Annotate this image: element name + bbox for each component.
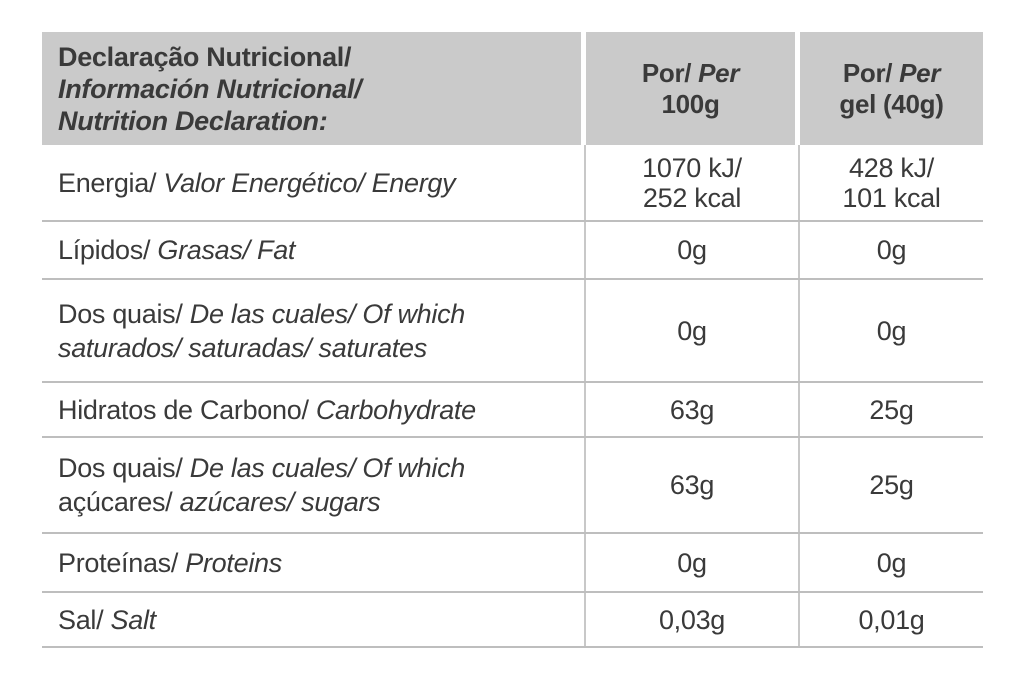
header-title-line-seg: Nutrition Declaration:	[58, 105, 328, 136]
value-per-gel-energy-line: 101 kcal	[842, 182, 941, 213]
nutrient-label-saturates: Dos quais/ De las cuales/ Of which satura…	[42, 280, 584, 381]
nutrient-label-line: saturados/ saturadas/ saturates	[58, 331, 574, 365]
nutrient-label-line-seg: Grasas/ Fat	[157, 235, 296, 265]
nutrient-label-line: Sal/ Salt	[58, 603, 574, 637]
value-per-100g-fat-line: 0g	[677, 235, 707, 265]
header-title-line: Declaração Nutricional/	[58, 41, 581, 73]
header-title: Declaração Nutricional/Información Nutri…	[42, 32, 581, 145]
nutrient-label-line-seg: açúcares/	[58, 487, 180, 517]
value-per-100g-energy-line: 1070 kJ/	[642, 152, 742, 183]
nutrient-label-sugars: Dos quais/ De las cuales/ Of which açúcar…	[42, 438, 584, 532]
value-per-gel-saturates: 0g	[798, 280, 983, 381]
nutrient-label-line: Proteínas/ Proteins	[58, 546, 574, 580]
nutrient-label-line: açúcares/ azúcares/ sugars	[58, 485, 574, 519]
header-title-line: Información Nutricional/	[58, 73, 581, 105]
nutrient-label-line-seg: azúcares/ sugars	[179, 487, 381, 517]
table-row-energy: Energia/ Valor Energético/ Energy 1070 kJ…	[42, 145, 983, 222]
table-row-saturates: Dos quais/ De las cuales/ Of which satura…	[42, 280, 983, 383]
nutrient-label-line: Dos quais/ De las cuales/ Of which	[58, 451, 574, 485]
header-title-line: Nutrition Declaration:	[58, 105, 581, 137]
value-per-100g-salt: 0,03g	[584, 593, 798, 646]
header-col-per-gel: Por/ Per gel (40g)	[800, 32, 983, 145]
table-row-salt: Sal/ Salt 0,03g 0,01g	[42, 593, 983, 648]
value-per-gel-carbohydrate: 25g	[798, 383, 983, 436]
nutrient-label-energy: Energia/ Valor Energético/ Energy	[42, 145, 584, 220]
table-header: Declaração Nutricional/Información Nutri…	[42, 32, 983, 145]
nutrient-label-fat: Lípidos/ Grasas/ Fat	[42, 222, 584, 278]
table-body: Energia/ Valor Energético/ Energy 1070 kJ…	[42, 145, 983, 648]
value-per-gel-energy-line: 428 kJ/	[849, 152, 934, 183]
nutrient-label-line-seg: Proteínas/	[58, 547, 186, 578]
header-col-line-seg: gel (40g)	[839, 88, 944, 119]
header-col-line-seg: Per	[698, 57, 740, 88]
nutrient-label-line-seg: Salt	[110, 604, 157, 635]
nutrient-label-line-seg: Sal/	[58, 604, 111, 635]
header-title-line-seg: Información Nutricional/	[58, 73, 362, 104]
value-per-gel-salt-line: 0,01g	[858, 604, 925, 635]
header-col-line-seg: 100g	[661, 88, 720, 119]
value-per-100g-carbohydrate: 63g	[584, 383, 798, 436]
value-per-100g-saturates: 0g	[584, 280, 798, 381]
header-col-line: gel (40g)	[839, 88, 944, 120]
nutrient-label-line-seg: Dos quais/	[58, 453, 190, 483]
nutrient-label-line-seg: De las cuales/ Of which	[189, 453, 466, 483]
nutrition-table: Declaração Nutricional/Información Nutri…	[42, 32, 983, 648]
header-col-line: 100g	[661, 89, 719, 120]
table-row-sugars: Dos quais/ De las cuales/ Of which açúcar…	[42, 438, 983, 534]
value-per-100g-salt-line: 0,03g	[658, 604, 726, 635]
nutrient-label-line: Lípidos/ Grasas/ Fat	[58, 233, 574, 267]
header-col-line: Por/ Per	[641, 57, 740, 89]
table-row-carbohydrate: Hidratos de Carbono/ Carbohydrate 63g 25g	[42, 383, 983, 438]
nutrient-label-line-seg: Dos quais/	[58, 298, 190, 329]
nutrient-label-line-seg: Proteins	[185, 547, 282, 578]
header-col-line-seg: Por/	[641, 57, 699, 88]
nutrient-label-line-seg: Lípidos/	[58, 235, 158, 265]
header-col-per-100g: Por/ Per 100g	[586, 32, 795, 145]
value-per-gel-salt: 0,01g	[798, 593, 983, 646]
nutrient-label-line: Dos quais/ De las cuales/ Of which	[58, 297, 574, 331]
header-title-line-seg: Declaração Nutricional/	[58, 41, 352, 72]
header-col-line: Por/ Per	[842, 57, 941, 89]
value-per-gel-fat-line: 0g	[876, 235, 907, 265]
value-per-100g-sugars-line: 63g	[669, 470, 715, 500]
value-per-100g-energy: 1070 kJ/252 kcal	[584, 145, 798, 220]
value-per-100g-energy-line: 252 kcal	[642, 182, 742, 213]
nutrient-label-line-seg: Carbohydrate	[315, 394, 476, 425]
nutrient-label-line-seg: Hidratos de Carbono/	[58, 394, 316, 425]
header-col-line-seg: Por/	[842, 57, 900, 88]
value-per-gel-carbohydrate-line: 25g	[869, 394, 914, 425]
value-per-gel-sugars: 25g	[798, 438, 983, 532]
nutrient-label-line: Hidratos de Carbono/ Carbohydrate	[58, 393, 574, 427]
value-per-100g-carbohydrate-line: 63g	[669, 394, 715, 425]
nutrient-label-line: Energia/ Valor Energético/ Energy	[58, 166, 574, 200]
nutrient-label-line-seg: Energia/	[58, 167, 164, 198]
nutrient-label-line-seg: Valor Energético/ Energy	[163, 167, 456, 198]
header-col-line-seg: Per	[899, 57, 941, 88]
nutrient-label-line-seg: saturados/ saturadas/ saturates	[58, 332, 427, 363]
value-per-100g-proteins-line: 0g	[677, 547, 707, 578]
value-per-100g-sugars: 63g	[584, 438, 798, 532]
value-per-100g-fat: 0g	[584, 222, 798, 278]
value-per-gel-energy: 428 kJ/101 kcal	[798, 145, 983, 220]
table-row-fat: Lípidos/ Grasas/ Fat 0g 0g	[42, 222, 983, 280]
nutrient-label-line-seg: De las cuales/ Of which	[189, 298, 466, 329]
value-per-gel-saturates-line: 0g	[876, 315, 907, 346]
nutrient-label-carbohydrate: Hidratos de Carbono/ Carbohydrate	[42, 383, 584, 436]
value-per-100g-proteins: 0g	[584, 534, 798, 591]
nutrient-label-salt: Sal/ Salt	[42, 593, 584, 646]
value-per-gel-sugars-line: 25g	[869, 470, 914, 500]
table-row-proteins: Proteínas/ Proteins 0g 0g	[42, 534, 983, 593]
value-per-gel-fat: 0g	[798, 222, 983, 278]
value-per-100g-saturates-line: 0g	[677, 315, 707, 346]
nutrient-label-proteins: Proteínas/ Proteins	[42, 534, 584, 591]
value-per-gel-proteins-line: 0g	[876, 547, 907, 578]
value-per-gel-proteins: 0g	[798, 534, 983, 591]
